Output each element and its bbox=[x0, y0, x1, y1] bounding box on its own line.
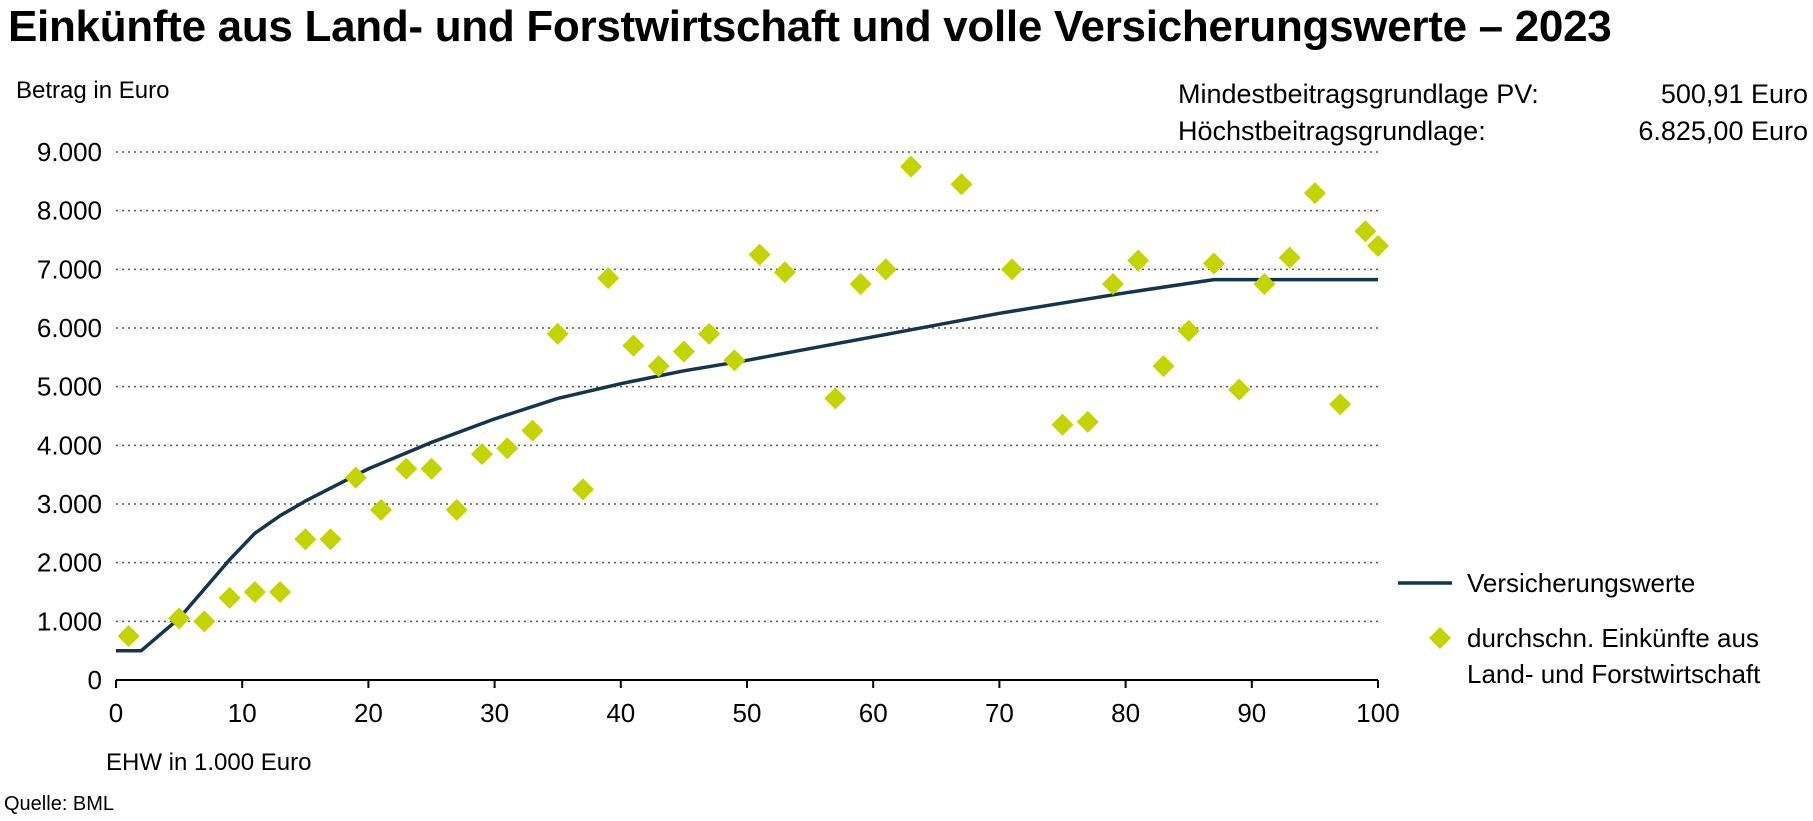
info-label-max: Höchstbeitragsgrundlage: bbox=[1178, 116, 1486, 146]
x-tick-label: 70 bbox=[985, 698, 1014, 728]
data-point bbox=[1127, 249, 1150, 272]
data-point bbox=[1076, 410, 1099, 433]
legend: Versicherungswerte durchschn. Einkünfte … bbox=[1398, 568, 1761, 689]
data-point bbox=[420, 457, 443, 480]
data-point bbox=[319, 528, 342, 551]
data-point bbox=[168, 607, 191, 630]
data-point bbox=[1152, 355, 1175, 378]
x-axis-ticks: 0 10 20 30 40 50 60 70 80 90 100 bbox=[109, 680, 1400, 728]
info-value-min: 500,91 Euro bbox=[1660, 79, 1808, 109]
data-point bbox=[1278, 246, 1301, 269]
x-tick-label: 90 bbox=[1237, 698, 1266, 728]
data-point bbox=[294, 528, 317, 551]
data-point bbox=[344, 466, 367, 489]
chart-title: Einkünfte aus Land- und Forstwirtschaft … bbox=[8, 2, 1612, 51]
data-point bbox=[571, 478, 594, 501]
data-point bbox=[647, 355, 670, 378]
data-point bbox=[1001, 258, 1024, 281]
data-point bbox=[849, 273, 872, 295]
data-point bbox=[1202, 252, 1225, 275]
data-point bbox=[1329, 393, 1352, 416]
data-point bbox=[748, 243, 771, 266]
data-point bbox=[117, 625, 140, 647]
legend-diamond-symbol bbox=[1429, 627, 1451, 649]
info-label-min: Mindestbeitragsgrundlage PV: bbox=[1178, 79, 1539, 109]
data-point bbox=[370, 498, 393, 521]
data-point bbox=[672, 340, 695, 363]
series-line-versicherungswerte bbox=[116, 277, 1378, 653]
info-row-min: Mindestbeitragsgrundlage PV: 500,91 Euro bbox=[1178, 76, 1808, 113]
y-tick-label: 3.000 bbox=[37, 489, 102, 519]
y-axis-label: Betrag in Euro bbox=[16, 77, 169, 104]
data-point bbox=[521, 419, 544, 442]
source-note: Quelle: BML bbox=[4, 793, 115, 815]
x-axis-label: EHW in 1.000 Euro bbox=[106, 749, 311, 776]
series-points-einkuenfte bbox=[117, 155, 1389, 647]
x-tick-label: 100 bbox=[1356, 698, 1399, 728]
data-point bbox=[1367, 234, 1389, 257]
data-point bbox=[193, 610, 216, 633]
y-tick-label: 6.000 bbox=[37, 313, 102, 343]
data-point bbox=[900, 155, 923, 178]
y-tick-label: 1.000 bbox=[37, 606, 102, 636]
data-point bbox=[622, 334, 645, 357]
data-point bbox=[445, 498, 468, 521]
y-axis-ticks: 0 1.000 2.000 3.000 4.000 5.000 6.000 7.000 8.00… bbox=[37, 137, 102, 695]
data-point bbox=[1177, 319, 1200, 342]
x-tick-label: 50 bbox=[733, 698, 762, 728]
data-point bbox=[546, 322, 569, 345]
y-tick-label: 9.000 bbox=[37, 137, 102, 167]
data-point bbox=[269, 581, 292, 603]
x-tick-label: 30 bbox=[480, 698, 509, 728]
data-point bbox=[1051, 413, 1074, 436]
data-point bbox=[950, 173, 973, 196]
info-value-max: 6.825,00 Euro bbox=[1638, 116, 1808, 146]
data-point bbox=[1303, 182, 1326, 205]
y-tick-label: 0 bbox=[88, 665, 102, 695]
data-point bbox=[874, 258, 897, 281]
data-point bbox=[218, 586, 241, 609]
x-tick-label: 80 bbox=[1111, 698, 1140, 728]
x-tick-label: 10 bbox=[228, 698, 257, 728]
y-tick-label: 8.000 bbox=[37, 196, 102, 226]
contribution-info: Mindestbeitragsgrundlage PV: 500,91 Euro… bbox=[1178, 76, 1808, 150]
data-point bbox=[773, 261, 796, 284]
legend-points-label-line2: Land- und Forstwirtschaft bbox=[1467, 659, 1761, 689]
info-row-max: Höchstbeitragsgrundlage: 6.825,00 Euro bbox=[1178, 113, 1808, 150]
data-point bbox=[1354, 220, 1377, 243]
y-tick-label: 5.000 bbox=[37, 372, 102, 402]
data-point bbox=[597, 267, 620, 290]
data-point bbox=[1228, 378, 1251, 401]
y-tick-label: 2.000 bbox=[37, 548, 102, 578]
x-tick-label: 40 bbox=[606, 698, 635, 728]
data-point bbox=[496, 437, 519, 460]
grid-lines bbox=[116, 151, 1378, 623]
data-point bbox=[824, 387, 847, 410]
legend-line-label: Versicherungswerte bbox=[1467, 568, 1695, 598]
legend-points-label-line1: durchschn. Einkünfte aus bbox=[1467, 623, 1759, 653]
data-point bbox=[723, 349, 746, 372]
data-point bbox=[470, 443, 493, 466]
data-point bbox=[1101, 273, 1124, 295]
x-tick-label: 0 bbox=[109, 698, 123, 728]
x-tick-label: 20 bbox=[354, 698, 383, 728]
x-tick-label: 60 bbox=[859, 698, 888, 728]
data-point bbox=[395, 457, 418, 480]
y-tick-label: 7.000 bbox=[37, 254, 102, 284]
data-point bbox=[243, 581, 266, 603]
data-point bbox=[1253, 273, 1276, 295]
data-point bbox=[698, 322, 721, 345]
y-tick-label: 4.000 bbox=[37, 430, 102, 460]
